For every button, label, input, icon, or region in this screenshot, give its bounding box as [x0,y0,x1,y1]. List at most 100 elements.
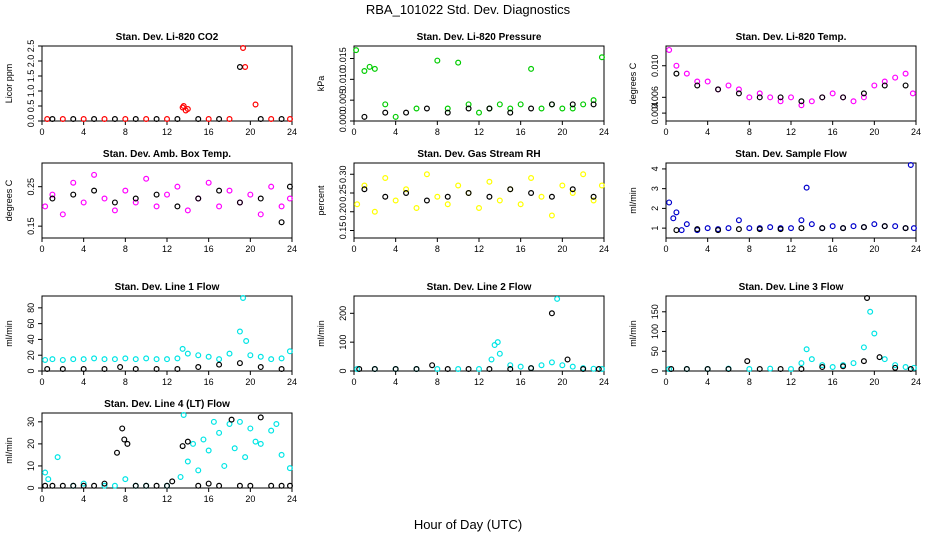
data-point-cyan [494,339,501,346]
data-point-cyan [184,458,191,465]
data-point-black [423,105,430,112]
data-point-cyan [590,365,597,372]
y-axis-label: ml/min [628,320,638,347]
x-tick-label: 16 [516,244,526,254]
data-point-black [268,482,275,489]
x-tick-label: 8 [123,494,128,504]
data-point-black [673,227,680,234]
data-point-black [486,105,493,112]
x-tick-label: 12 [474,127,484,137]
data-point-cyan [216,356,223,363]
data-point-black [49,115,56,122]
x-tick-label: 12 [162,377,172,387]
data-point-green [444,105,451,112]
data-point-red [287,115,294,122]
data-point-red [184,105,191,112]
data-point-black [881,82,888,89]
y-tick-label: 2 [650,206,660,211]
y-axis-label: ml/min [628,187,638,214]
data-point-cyan [42,356,49,363]
panel-title: Stan. Dev. Line 3 Flow [739,282,844,293]
y-tick-label: 0.5 [26,100,36,113]
y-tick-label: 3 [650,186,660,191]
data-point-black [403,190,410,197]
data-point-blue [683,221,690,228]
data-point-black [465,190,472,197]
y-axis-label: degrees C [628,62,638,104]
data-point-magenta [216,203,223,210]
data-point-black [174,366,181,373]
data-point-magenta [808,98,815,105]
data-point-blue [670,215,677,222]
data-point-cyan [221,462,228,469]
data-point-cyan [242,454,249,461]
data-point-green [382,101,389,108]
data-point-cyan [666,366,673,373]
data-point-magenta [777,98,784,105]
data-point-black [49,195,56,202]
panel-title: Stan. Dev. Line 2 Flow [427,282,532,293]
x-tick-label: 4 [81,377,86,387]
data-point-cyan [517,363,524,370]
y-tick-label: 0.006 [650,86,660,109]
data-point-cyan [59,356,66,363]
data-point-magenta [798,102,805,109]
data-point-black [564,356,571,363]
x-tick-label: 20 [245,494,255,504]
x-tick-label: 0 [663,244,668,254]
data-point-black [528,105,535,112]
data-point-magenta [286,195,293,202]
data-point-black [777,94,784,101]
data-point-magenta [902,70,909,77]
data-point-cyan [240,295,247,302]
data-point-red [268,115,275,122]
y-tick-label: 0 [26,485,36,490]
data-point-black [113,449,120,456]
data-point-magenta [122,187,129,194]
data-point-magenta [746,94,753,101]
data-point-blue [871,221,878,228]
data-point-black [507,109,514,116]
data-point-black [164,482,171,489]
data-point-black [756,366,763,373]
data-point-black [236,63,243,70]
data-point-black [683,366,690,373]
data-point-magenta [164,191,171,198]
data-point-yellow [598,182,605,189]
data-point-black [840,363,847,370]
panel-title: Stan. Dev. Li-820 CO2 [116,32,219,43]
data-point-black [111,115,118,122]
data-point-black [205,480,212,487]
data-point-magenta [829,90,836,97]
data-point-black [704,366,711,373]
data-point-black [673,70,680,77]
data-point-magenta [756,90,763,97]
data-point-cyan [892,362,899,369]
x-tick-label: 0 [351,244,356,254]
data-point-black [382,193,389,200]
data-point-magenta [184,207,191,214]
data-point-black [236,482,243,489]
data-point-magenta [174,183,181,190]
x-tick-label: 8 [747,377,752,387]
data-point-cyan [180,412,187,419]
data-point-black [179,443,186,450]
data-point-green [496,101,503,108]
data-point-black [590,193,597,200]
y-tick-label: 0.000 [338,110,348,133]
data-point-black [548,310,555,317]
data-point-cyan [200,436,207,443]
data-point-black [195,115,202,122]
y-tick-label: 0.010 [650,54,660,77]
data-point-black [798,366,805,373]
data-point-black [819,94,826,101]
data-point-red [101,115,108,122]
data-point-black [59,482,66,489]
data-point-cyan [354,366,361,373]
y-tick-label: 0.30 [338,165,348,183]
data-point-magenta [704,78,711,85]
y-axis-label: percent [316,185,326,216]
data-point-magenta [268,183,275,190]
data-point-cyan [205,353,212,360]
data-point-red [242,63,249,70]
